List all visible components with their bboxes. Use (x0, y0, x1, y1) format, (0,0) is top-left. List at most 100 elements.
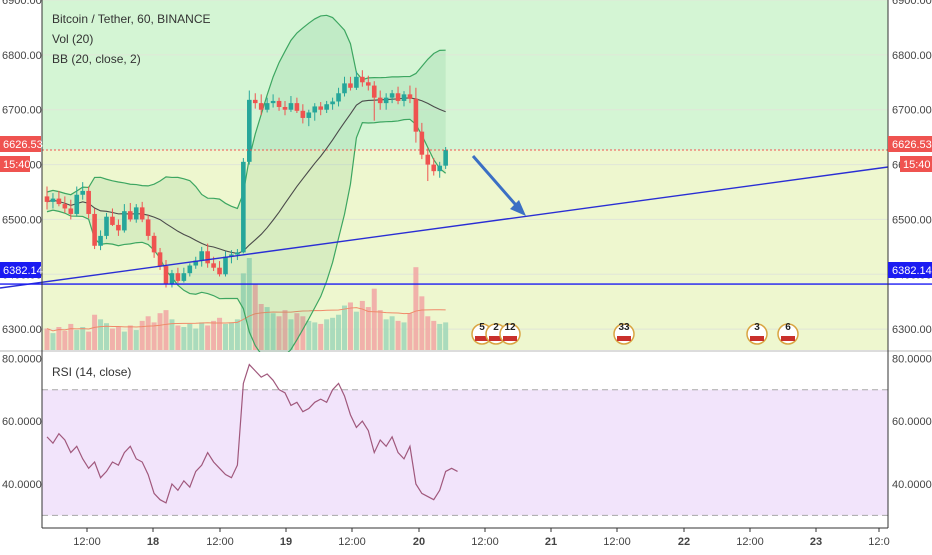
candle[interactable] (44, 196, 50, 202)
candle[interactable] (389, 93, 395, 98)
candle[interactable] (139, 207, 145, 220)
candle[interactable] (324, 104, 329, 110)
candle[interactable] (193, 260, 199, 266)
candle[interactable] (92, 213, 97, 246)
candle[interactable] (235, 252, 240, 255)
candle[interactable] (151, 235, 157, 253)
candle[interactable] (330, 101, 335, 105)
candle[interactable] (116, 224, 121, 231)
candle[interactable] (419, 131, 425, 155)
bb-fill (47, 15, 446, 364)
candle[interactable] (360, 76, 365, 83)
candle[interactable] (86, 190, 91, 214)
candle[interactable] (104, 216, 109, 236)
candle[interactable] (98, 235, 103, 246)
time-axis[interactable]: 12:00 18 12:00 19 12:00 20 12:00 21 12:00 22 12:00… (42, 527, 890, 548)
candle[interactable] (431, 164, 437, 172)
candle[interactable] (336, 93, 341, 102)
candle[interactable] (407, 94, 413, 99)
candle[interactable] (229, 254, 234, 257)
volume-bar (306, 320, 312, 350)
candle[interactable] (425, 154, 431, 165)
candle[interactable] (288, 103, 294, 110)
event-flag-icon[interactable]: 6 (777, 322, 799, 345)
candle[interactable] (175, 273, 181, 281)
candle[interactable] (68, 208, 74, 214)
candle[interactable] (413, 98, 419, 132)
volume-bar (56, 327, 62, 350)
candle[interactable] (437, 165, 442, 172)
event-flag-icon[interactable]: 12 (499, 322, 521, 345)
trend-line[interactable] (0, 166, 889, 289)
candle[interactable] (128, 211, 133, 220)
candle[interactable] (294, 103, 300, 111)
candle[interactable] (110, 216, 115, 225)
volume-bar (199, 322, 205, 350)
candle[interactable] (252, 99, 258, 104)
event-flag-icon[interactable]: 33 (613, 322, 635, 345)
candle[interactable] (401, 94, 407, 101)
event-flag-stripe (503, 336, 517, 341)
candle[interactable] (74, 194, 80, 214)
candle[interactable] (169, 273, 175, 285)
candle[interactable] (348, 83, 353, 88)
candle[interactable] (145, 219, 151, 236)
candle[interactable] (366, 82, 371, 86)
candle[interactable] (306, 112, 312, 118)
volume-bar (389, 316, 395, 350)
candle[interactable] (223, 256, 228, 275)
candle[interactable] (395, 93, 401, 101)
candle[interactable] (342, 83, 347, 94)
candle[interactable] (258, 103, 264, 110)
candle[interactable] (270, 100, 276, 104)
event-flag-icon[interactable]: 3 (746, 322, 768, 345)
candle[interactable] (62, 204, 68, 209)
candle[interactable] (181, 273, 187, 281)
candle[interactable] (80, 190, 85, 195)
candle[interactable] (312, 106, 318, 113)
candle[interactable] (383, 97, 389, 104)
rsi-legend: RSI (14, close) (52, 365, 131, 379)
candle[interactable] (217, 267, 222, 275)
event-markers[interactable]: 5 2 12 33 3 6 (471, 322, 799, 345)
countdown-value-left: 15:40 (3, 159, 31, 171)
candle[interactable] (56, 198, 62, 205)
arrow-shaft[interactable] (471, 155, 524, 213)
drawings[interactable] (0, 149, 932, 289)
candle[interactable] (122, 211, 127, 231)
time-tick-label: 12:00 (603, 536, 631, 548)
candle[interactable] (163, 266, 169, 285)
candle[interactable] (50, 198, 56, 202)
candle[interactable] (443, 150, 448, 166)
candle[interactable] (133, 207, 139, 220)
volume-bar (139, 320, 145, 350)
candle[interactable] (241, 161, 246, 253)
volume-legend: Vol (20) (52, 32, 93, 46)
candle[interactable] (187, 265, 193, 274)
volume-bar (270, 313, 276, 350)
candle[interactable] (282, 106, 288, 110)
symbol-title: Bitcoin / Tether, 60, BINANCE (52, 12, 211, 26)
candle[interactable] (300, 110, 306, 118)
candle[interactable] (377, 97, 383, 104)
price-tick-label-left: 6700.00 (2, 105, 42, 117)
candle[interactable] (318, 106, 323, 110)
candle[interactable] (354, 76, 359, 88)
volume-bar (86, 331, 92, 350)
volume-bar (44, 328, 50, 350)
candle[interactable] (371, 85, 377, 98)
candle[interactable] (199, 251, 204, 261)
candle[interactable] (247, 99, 252, 162)
candle[interactable] (157, 252, 163, 267)
candle[interactable] (211, 263, 216, 268)
candle[interactable] (205, 251, 210, 264)
candle[interactable] (276, 100, 282, 107)
left-price-axis[interactable]: 6300.006400.006500.006600.006700.006800.… (2, 0, 43, 528)
volume-bar (68, 323, 74, 350)
volume-bar (223, 323, 228, 350)
time-tick-label: 22 (678, 536, 690, 548)
candles[interactable] (44, 70, 448, 288)
candle[interactable] (264, 103, 270, 110)
